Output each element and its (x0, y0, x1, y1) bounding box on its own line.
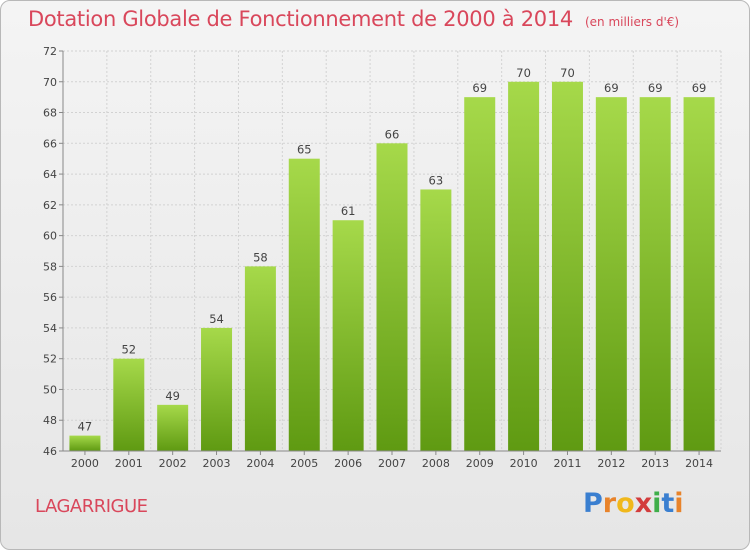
bar-value-label: 61 (341, 204, 356, 218)
y-tick-label: 62 (43, 199, 57, 212)
logo-letter: r (602, 488, 617, 519)
logo-letter: t (661, 488, 675, 519)
bar (683, 97, 715, 452)
logo-letter: x (634, 488, 653, 519)
bar (69, 435, 101, 451)
bar-value-label: 70 (560, 66, 575, 80)
bar (113, 358, 145, 451)
bar-value-label: 66 (385, 127, 400, 141)
y-tick-label: 72 (43, 45, 57, 58)
axes: 46 48 50 52 54 56 58 60 62 64 66 68 70 72 (43, 45, 721, 458)
x-tick-label: 2003 (203, 457, 231, 470)
x-tick-label: 2007 (378, 457, 406, 470)
x-tick-label: 2013 (641, 457, 669, 470)
y-tick-label: 52 (43, 353, 57, 366)
y-tick-label: 68 (43, 107, 57, 120)
chart-title: Dotation Globale de Fonctionnement de 20… (28, 7, 679, 31)
bar-value-label: 69 (692, 81, 707, 95)
bar-value-label: 69 (604, 81, 619, 95)
x-tick-label: 2009 (466, 457, 494, 470)
logo-letter: i (674, 488, 684, 519)
bar (508, 81, 540, 452)
x-tick-label: 2008 (422, 457, 450, 470)
x-tick-label: 2000 (71, 457, 99, 470)
bar-value-label: 69 (648, 81, 663, 95)
y-tick-label: 46 (43, 445, 57, 458)
logo-letter: o (616, 488, 635, 519)
y-tick-label: 50 (43, 383, 57, 396)
commune-name: LAGARRIGUE (35, 496, 148, 517)
bar (157, 404, 189, 451)
y-tick-label: 56 (43, 291, 57, 304)
y-tick-label: 60 (43, 230, 57, 243)
x-tick-label: 2001 (115, 457, 143, 470)
bar-value-label: 63 (429, 173, 444, 187)
x-tick-label: 2014 (685, 457, 713, 470)
chart-title-main: Dotation Globale de Fonctionnement de 20… (28, 7, 573, 31)
bar (288, 158, 320, 451)
bar (376, 143, 408, 452)
x-tick-label: 2006 (334, 457, 362, 470)
logo-letter: i (652, 488, 662, 519)
bar-value-label: 49 (165, 389, 180, 403)
x-tick-label: 2005 (290, 457, 318, 470)
y-tick-label: 54 (43, 322, 57, 335)
logo-letter: P (583, 488, 603, 519)
y-tick-label: 58 (43, 260, 57, 273)
y-tick-label: 64 (43, 168, 57, 181)
bar (464, 97, 496, 452)
bar (420, 189, 452, 451)
bar-value-label: 54 (209, 312, 224, 326)
bar (332, 220, 364, 451)
bar-value-label: 52 (121, 343, 136, 357)
bar-value-label: 65 (297, 143, 312, 157)
x-tick-label: 2002 (159, 457, 187, 470)
y-tick-label: 48 (43, 414, 57, 427)
bar-value-label: 47 (78, 420, 93, 434)
y-tick-label: 66 (43, 137, 57, 150)
bar (201, 327, 233, 451)
labels: 47 2000 52 2001 49 2002 54 2003 58 2004 65 2005 61 20… (71, 66, 713, 470)
bar (551, 81, 583, 452)
bar (244, 266, 276, 451)
x-tick-label: 2012 (597, 457, 625, 470)
x-tick-label: 2011 (553, 457, 581, 470)
x-tick-label: 2010 (510, 457, 538, 470)
chart-title-unit: (en milliers d'€) (584, 15, 680, 29)
y-tick-label: 70 (43, 76, 57, 89)
bar-value-label: 58 (253, 250, 268, 264)
bar (639, 97, 671, 452)
bar-value-label: 69 (472, 81, 487, 95)
bars (69, 81, 715, 452)
bar (595, 97, 627, 452)
proxiti-logo: Proxiti (583, 488, 684, 519)
bar-value-label: 70 (516, 66, 531, 80)
x-tick-label: 2004 (246, 457, 274, 470)
